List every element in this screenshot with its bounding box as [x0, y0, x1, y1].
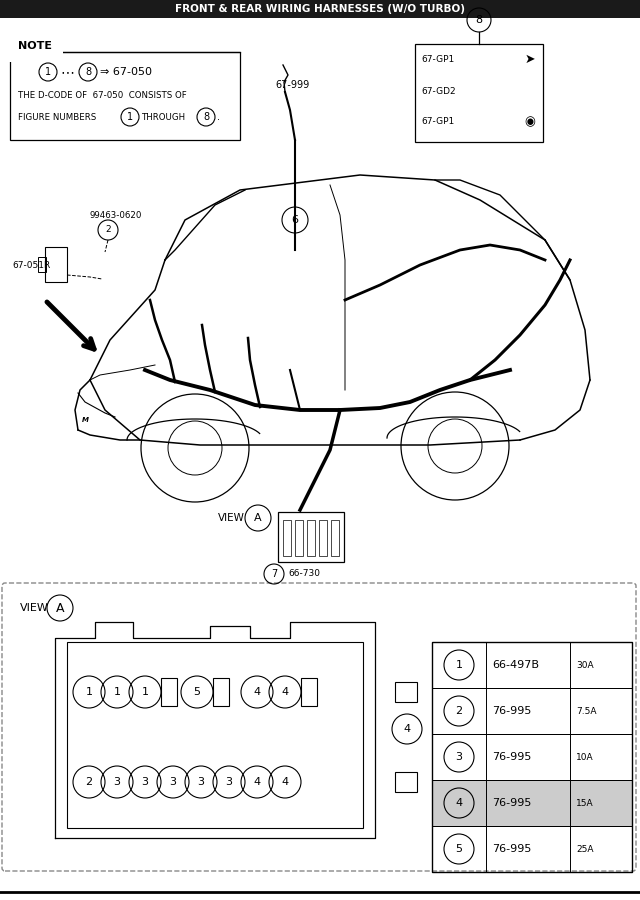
- Text: VIEW: VIEW: [218, 513, 245, 523]
- Bar: [331, 520, 339, 556]
- Text: 1: 1: [113, 687, 120, 697]
- Bar: [395, 772, 417, 792]
- Text: 2: 2: [85, 777, 93, 787]
- Text: 76-995: 76-995: [492, 752, 531, 762]
- Text: 8: 8: [476, 15, 483, 25]
- Text: 2: 2: [105, 226, 111, 235]
- Text: 5: 5: [456, 844, 463, 854]
- Text: 4: 4: [456, 798, 463, 808]
- Text: 3: 3: [225, 777, 232, 787]
- Bar: [38, 257, 46, 272]
- Text: 99463-0620: 99463-0620: [90, 211, 142, 220]
- Text: 1: 1: [127, 112, 133, 122]
- Text: ⋯: ⋯: [60, 65, 74, 79]
- Text: THROUGH: THROUGH: [142, 112, 186, 122]
- Text: 3: 3: [170, 777, 177, 787]
- Bar: [67, 642, 363, 828]
- Text: ⇒ 67-050: ⇒ 67-050: [100, 67, 152, 77]
- Text: 2: 2: [456, 706, 463, 716]
- Text: .: .: [217, 112, 220, 122]
- Text: FRONT & REAR WIRING HARNESSES (W/O TURBO): FRONT & REAR WIRING HARNESSES (W/O TURBO…: [175, 4, 465, 14]
- Text: 1: 1: [141, 687, 148, 697]
- Text: VIEW: VIEW: [20, 603, 49, 613]
- Text: 67-GP1: 67-GP1: [421, 118, 454, 127]
- Bar: [213, 678, 229, 706]
- Text: 7.5A: 7.5A: [576, 706, 596, 716]
- Text: 67-999: 67-999: [275, 80, 309, 90]
- Bar: [10, 52, 240, 140]
- Bar: [0, 0, 640, 18]
- FancyBboxPatch shape: [2, 583, 636, 871]
- Text: 76-995: 76-995: [492, 844, 531, 854]
- Bar: [161, 678, 177, 706]
- Text: 67-051R: 67-051R: [12, 260, 51, 269]
- Bar: [319, 520, 327, 556]
- Text: 8: 8: [85, 67, 91, 77]
- Text: 8: 8: [203, 112, 209, 122]
- Text: A: A: [56, 601, 64, 615]
- Text: 4: 4: [253, 687, 260, 697]
- Text: 76-995: 76-995: [492, 798, 531, 808]
- Text: 3: 3: [113, 777, 120, 787]
- Text: 1: 1: [456, 660, 463, 670]
- Text: 3: 3: [456, 752, 463, 762]
- Text: 1: 1: [86, 687, 93, 697]
- Text: 67-GP1: 67-GP1: [421, 55, 454, 64]
- Bar: [432, 734, 632, 780]
- Bar: [432, 780, 632, 826]
- Text: 1: 1: [45, 67, 51, 77]
- Bar: [432, 642, 632, 872]
- Text: 3: 3: [198, 777, 205, 787]
- Text: M: M: [81, 417, 88, 423]
- Text: 10A: 10A: [576, 752, 594, 761]
- Bar: [432, 642, 632, 688]
- Text: 25A: 25A: [576, 844, 593, 853]
- Text: 5: 5: [193, 687, 200, 697]
- Text: 4: 4: [403, 724, 411, 734]
- Text: ◉: ◉: [524, 115, 535, 129]
- Text: 30A: 30A: [576, 661, 594, 670]
- Text: 4: 4: [282, 687, 289, 697]
- Bar: [415, 44, 543, 142]
- Bar: [432, 688, 632, 734]
- Bar: [278, 512, 344, 562]
- Bar: [395, 682, 417, 702]
- Bar: [295, 520, 303, 556]
- Bar: [45, 247, 67, 282]
- Text: 6: 6: [291, 215, 298, 225]
- Bar: [301, 678, 317, 706]
- Text: 3: 3: [141, 777, 148, 787]
- Text: 66-730: 66-730: [288, 570, 320, 579]
- Text: ➤: ➤: [525, 52, 535, 66]
- Text: FIGURE NUMBERS: FIGURE NUMBERS: [18, 112, 96, 122]
- Text: A: A: [254, 513, 262, 523]
- Text: 4: 4: [282, 777, 289, 787]
- Text: 76-995: 76-995: [492, 706, 531, 716]
- Bar: [432, 780, 632, 826]
- Text: 4: 4: [253, 777, 260, 787]
- Text: 15A: 15A: [576, 798, 594, 807]
- Text: NOTE: NOTE: [18, 41, 52, 51]
- Bar: [432, 826, 632, 872]
- Bar: [307, 520, 315, 556]
- Bar: [283, 520, 291, 556]
- Text: 7: 7: [271, 569, 277, 579]
- Text: 66-497B: 66-497B: [492, 660, 539, 670]
- Text: 67-GD2: 67-GD2: [421, 87, 456, 96]
- Text: THE D-CODE OF  67-050  CONSISTS OF: THE D-CODE OF 67-050 CONSISTS OF: [18, 92, 187, 101]
